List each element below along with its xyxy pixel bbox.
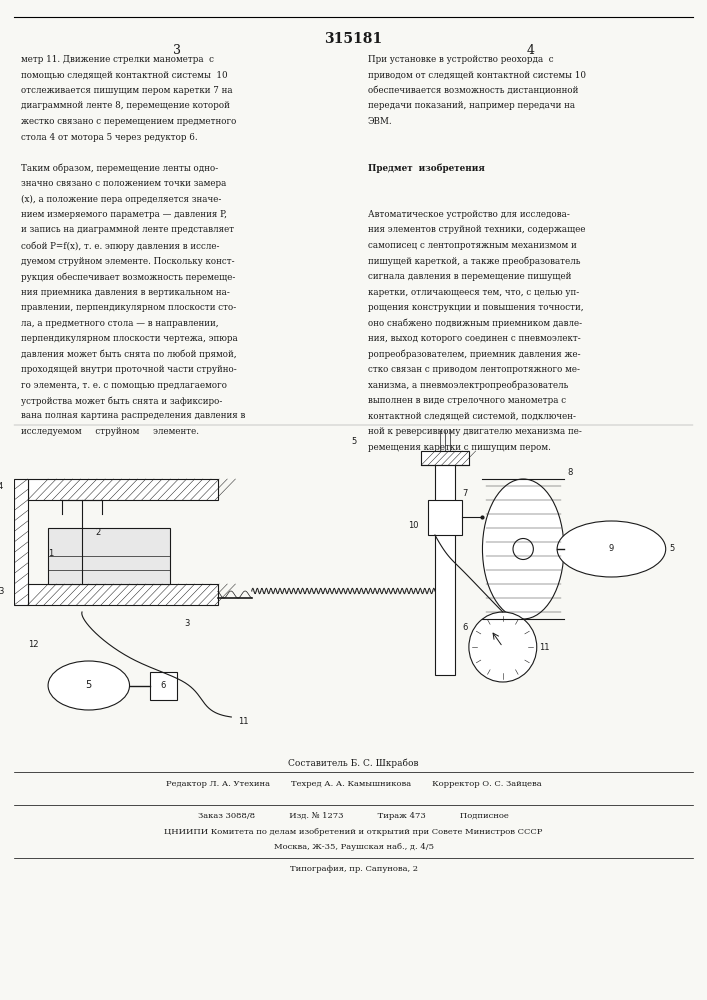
Text: Заказ 3088/8             Изд. № 1273             Тираж 473             Подписное: Заказ 3088/8 Изд. № 1273 Тираж 473 Подпи… bbox=[198, 812, 509, 820]
Text: 3: 3 bbox=[184, 619, 189, 628]
Text: стола 4 от мотора 5 через редуктор 6.: стола 4 от мотора 5 через редуктор 6. bbox=[21, 133, 198, 142]
Text: Редактор Л. А. Утехина        Техред А. А. Камышникова        Корректор О. С. За: Редактор Л. А. Утехина Техред А. А. Камы… bbox=[165, 780, 542, 788]
Text: жестко связано с перемещением предметного: жестко связано с перемещением предметног… bbox=[21, 117, 237, 126]
Ellipse shape bbox=[482, 479, 564, 619]
Text: 10: 10 bbox=[408, 521, 419, 530]
Text: 3: 3 bbox=[0, 587, 4, 596]
Text: ной к реверсивному двигателю механизма пе-: ной к реверсивному двигателю механизма п… bbox=[368, 427, 582, 436]
Text: Составитель Б. С. Шкрабов: Составитель Б. С. Шкрабов bbox=[288, 758, 419, 768]
Text: передачи показаний, например передачи на: передачи показаний, например передачи на bbox=[368, 102, 575, 110]
Text: ния, выход которого соединен с пневмоэлект-: ния, выход которого соединен с пневмоэле… bbox=[368, 334, 580, 343]
Text: 8: 8 bbox=[567, 468, 573, 477]
Text: рукция обеспечивает возможность перемеще-: рукция обеспечивает возможность перемеще… bbox=[21, 272, 235, 282]
Circle shape bbox=[513, 538, 533, 559]
Bar bbox=[150, 672, 177, 700]
Bar bbox=[28, 479, 218, 500]
Text: 11: 11 bbox=[539, 642, 549, 652]
Text: собой P=f(x), т. е. эпюру давления в иссле-: собой P=f(x), т. е. эпюру давления в исс… bbox=[21, 241, 220, 251]
Text: 7: 7 bbox=[462, 489, 467, 498]
Text: проходящей внутри проточной части струйно-: проходящей внутри проточной части струйн… bbox=[21, 365, 237, 374]
Text: ропреобразователем, приемник давления же-: ропреобразователем, приемник давления же… bbox=[368, 350, 580, 359]
Bar bbox=[421, 451, 469, 465]
Circle shape bbox=[443, 424, 448, 429]
Text: 5: 5 bbox=[86, 680, 92, 690]
Text: значно связано с положением точки замера: значно связано с положением точки замера bbox=[21, 179, 226, 188]
Text: Предмет  изобретения: Предмет изобретения bbox=[368, 164, 484, 173]
Bar bbox=[14, 479, 28, 605]
Text: давления может быть снята по любой прямой,: давления может быть снята по любой прямо… bbox=[21, 350, 237, 359]
Text: Автоматическое устройство для исследова-: Автоматическое устройство для исследова- bbox=[368, 210, 570, 219]
Text: При установке в устройство реохорда  с: При установке в устройство реохорда с bbox=[368, 55, 554, 64]
Text: каретки, отличающееся тем, что, с целью уп-: каретки, отличающееся тем, что, с целью … bbox=[368, 288, 579, 297]
FancyBboxPatch shape bbox=[28, 584, 218, 605]
Text: выполнен в виде стрелочного манометра с: выполнен в виде стрелочного манометра с bbox=[368, 396, 566, 405]
Text: отслеживается пишущим пером каретки 7 на: отслеживается пишущим пером каретки 7 на bbox=[21, 86, 233, 95]
Text: стко связан с приводом лентопротяжного ме-: стко связан с приводом лентопротяжного м… bbox=[368, 365, 580, 374]
Circle shape bbox=[469, 612, 537, 682]
Text: 9: 9 bbox=[609, 544, 614, 553]
Text: Таким образом, перемещение ленты одно-: Таким образом, перемещение ленты одно- bbox=[21, 164, 218, 173]
Text: 2: 2 bbox=[95, 528, 101, 537]
Text: метр 11. Движение стрелки манометра  с: метр 11. Движение стрелки манометра с bbox=[21, 55, 214, 64]
Text: сигнала давления в перемещение пишущей: сигнала давления в перемещение пишущей bbox=[368, 272, 571, 281]
Text: 4: 4 bbox=[526, 44, 534, 57]
Text: ния элементов струйной техники, содержащее: ния элементов струйной техники, содержащ… bbox=[368, 226, 585, 234]
Text: исследуемом     струйном     элементе.: исследуемом струйном элементе. bbox=[21, 427, 199, 436]
Text: Типография, пр. Сапунова, 2: Типография, пр. Сапунова, 2 bbox=[289, 865, 418, 873]
Ellipse shape bbox=[48, 661, 129, 710]
Circle shape bbox=[447, 424, 452, 429]
Text: (x), а положение пера определяется значе-: (x), а положение пера определяется значе… bbox=[21, 195, 221, 204]
Text: пишущей кареткой, а также преобразователь: пишущей кареткой, а также преобразовател… bbox=[368, 257, 580, 266]
Text: контактной следящей системой, подключен-: контактной следящей системой, подключен- bbox=[368, 412, 575, 420]
Text: ла, а предметного стола — в направлении,: ла, а предметного стола — в направлении, bbox=[21, 318, 219, 328]
Text: и запись на диаграммной ленте представляет: и запись на диаграммной ленте представля… bbox=[21, 226, 234, 234]
Text: 11: 11 bbox=[238, 717, 249, 726]
Text: ния приемника давления в вертикальном на-: ния приемника давления в вертикальном на… bbox=[21, 288, 230, 297]
Text: обеспечивается возможность дистанционной: обеспечивается возможность дистанционной bbox=[368, 86, 578, 95]
Text: дуемом струйном элементе. Поскольку конст-: дуемом струйном элементе. Поскольку конс… bbox=[21, 257, 235, 266]
Text: ремещения каретки с пишущим пером.: ремещения каретки с пишущим пером. bbox=[368, 443, 551, 452]
Text: Москва, Ж-35, Раушская наб., д. 4/5: Москва, Ж-35, Раушская наб., д. 4/5 bbox=[274, 843, 433, 851]
Text: 12: 12 bbox=[28, 640, 38, 649]
Ellipse shape bbox=[557, 521, 666, 577]
Text: приводом от следящей контактной системы 10: приводом от следящей контактной системы … bbox=[368, 70, 585, 80]
Bar bbox=[48, 528, 170, 584]
Text: диаграммной ленте 8, перемещение которой: диаграммной ленте 8, перемещение которой bbox=[21, 102, 230, 110]
Text: 5: 5 bbox=[669, 544, 674, 553]
Text: помощью следящей контактной системы  10: помощью следящей контактной системы 10 bbox=[21, 70, 228, 80]
Text: го элемента, т. е. с помощью предлагаемого: го элемента, т. е. с помощью предлагаемо… bbox=[21, 381, 227, 390]
Text: 1: 1 bbox=[48, 549, 53, 558]
Text: ханизма, а пневмоэлектропреобразователь: ханизма, а пневмоэлектропреобразователь bbox=[368, 381, 568, 390]
Text: 5: 5 bbox=[351, 437, 356, 446]
Bar bbox=[435, 451, 455, 675]
Text: нием измеряемого параметра — давления P,: нием измеряемого параметра — давления P, bbox=[21, 210, 227, 219]
Text: 4: 4 bbox=[0, 482, 4, 491]
Text: 3: 3 bbox=[173, 44, 181, 57]
Text: 6: 6 bbox=[462, 622, 467, 632]
Text: 6: 6 bbox=[160, 681, 166, 690]
Bar bbox=[428, 500, 462, 535]
Text: рощения конструкции и повышения точности,: рощения конструкции и повышения точности… bbox=[368, 303, 583, 312]
Text: самописец с лентопротяжным механизмом и: самописец с лентопротяжным механизмом и bbox=[368, 241, 576, 250]
Text: правлении, перпендикулярном плоскости сто-: правлении, перпендикулярном плоскости ст… bbox=[21, 303, 236, 312]
Circle shape bbox=[438, 424, 443, 429]
Circle shape bbox=[78, 577, 86, 584]
Text: вана полная картина распределения давления в: вана полная картина распределения давлен… bbox=[21, 412, 245, 420]
Text: ЭВМ.: ЭВМ. bbox=[368, 117, 392, 126]
Text: 315181: 315181 bbox=[325, 32, 382, 46]
Text: оно снабжено подвижным приемником давле-: оно снабжено подвижным приемником давле- bbox=[368, 318, 582, 328]
Text: ЦНИИПИ Комитета по делам изобретений и открытий при Совете Министров СССР: ЦНИИПИ Комитета по делам изобретений и о… bbox=[164, 828, 543, 836]
Text: устройства может быть снята и зафиксиро-: устройства может быть снята и зафиксиро- bbox=[21, 396, 223, 406]
Text: перпендикулярном плоскости чертежа, эпюра: перпендикулярном плоскости чертежа, эпюр… bbox=[21, 334, 238, 343]
